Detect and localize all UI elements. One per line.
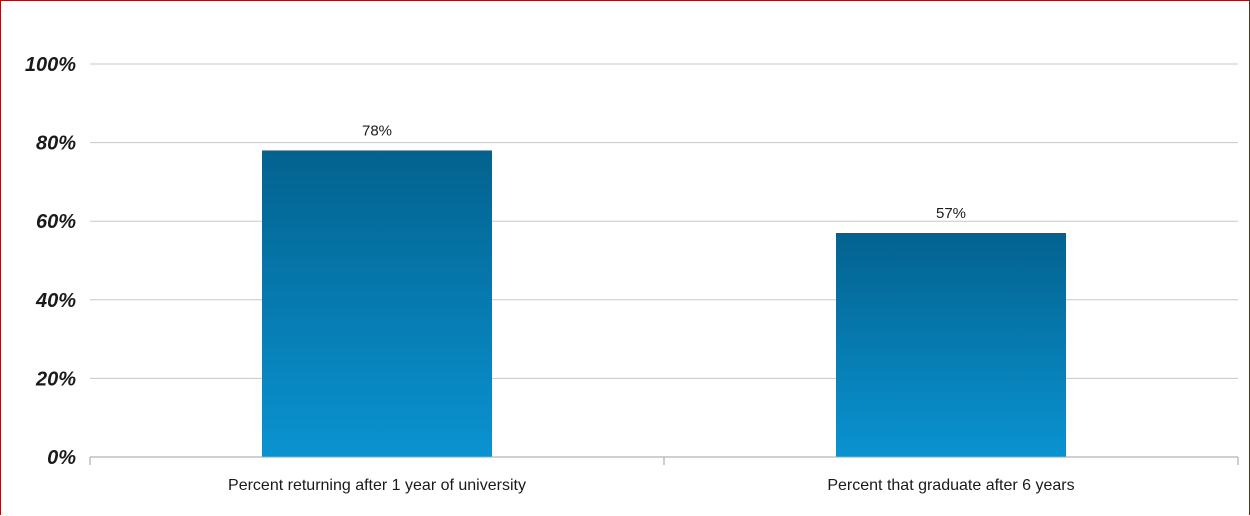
y-tick-label: 100% — [25, 54, 76, 76]
y-tick-label: 0% — [47, 447, 76, 469]
x-category-label: Percent that graduate after 6 years — [827, 477, 1074, 494]
y-tick-label: 40% — [35, 290, 76, 312]
data-label: 57% — [936, 205, 966, 222]
y-tick-label: 20% — [35, 368, 76, 390]
bar — [836, 232, 1066, 457]
y-tick-label: 60% — [36, 211, 76, 233]
x-axis — [89, 456, 1239, 465]
y-axis-tick-labels: 0% 20% 40% 60% 80% 100% — [25, 54, 76, 469]
x-category-label: Percent returning after 1 year of univer… — [228, 477, 526, 494]
y-tick-label: 80% — [36, 133, 76, 155]
data-labels: 78% 57% — [362, 122, 966, 222]
bars — [262, 150, 1066, 457]
x-axis-category-labels: Percent returning after 1 year of univer… — [228, 477, 1075, 494]
bar — [262, 150, 492, 457]
data-label: 78% — [362, 122, 392, 139]
